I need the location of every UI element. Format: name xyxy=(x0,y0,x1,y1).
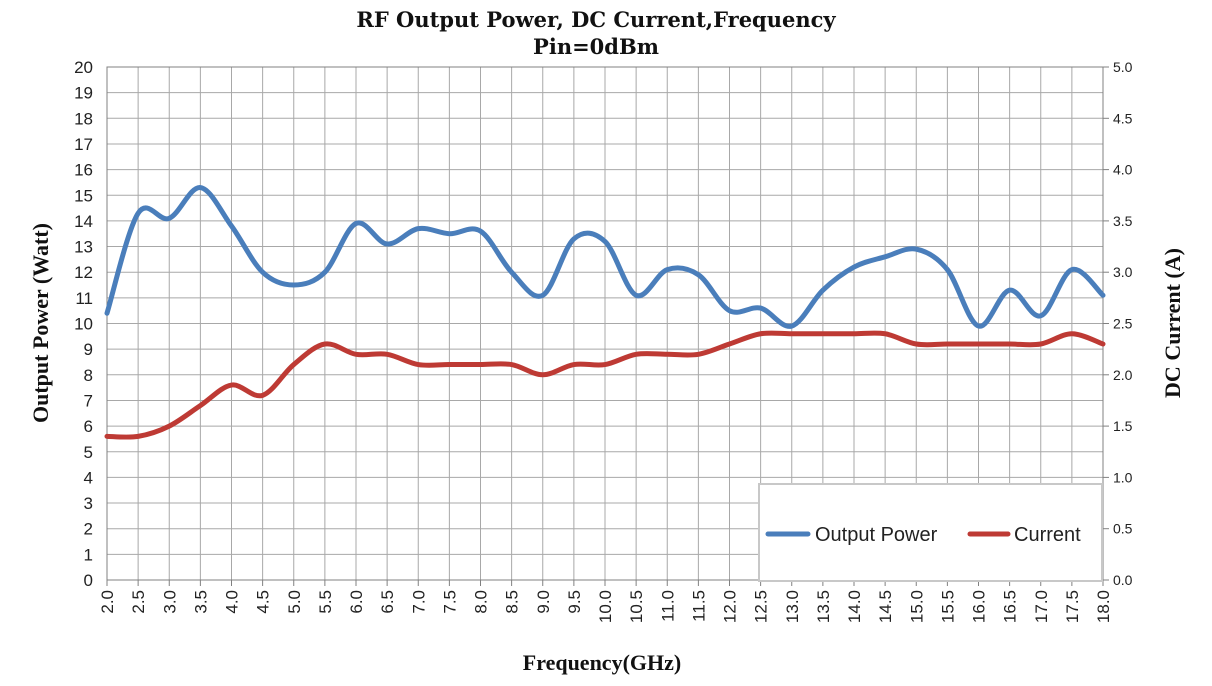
y-tick-label-4: 4 xyxy=(84,468,93,487)
y-tick-label-16: 16 xyxy=(74,161,93,180)
x-tick-label-23: 13.5 xyxy=(814,590,833,623)
x-tick-label-20: 12.0 xyxy=(721,590,740,623)
y2-tick-label-8: 4.0 xyxy=(1113,162,1133,178)
x-tick-label-4: 4.0 xyxy=(223,590,242,614)
y2-tick-label-1: 0.5 xyxy=(1113,521,1133,537)
y2-tick-label-0: 0.0 xyxy=(1113,572,1133,588)
legend-label-current: Current xyxy=(1014,524,1081,546)
y-tick-label-9: 9 xyxy=(84,340,93,359)
x-tick-label-29: 16.5 xyxy=(1001,590,1020,623)
y-axis-right-ticks: 0.0 0.5 1.0 1.5 2.0 2.5 3.0 3.5 4.0 4.5 5.0 xyxy=(1103,59,1133,588)
x-tick-label-3: 3.5 xyxy=(191,590,210,614)
x-tick-label-26: 15.0 xyxy=(907,590,926,623)
y-axis-right-title: DC Current (A) xyxy=(1160,248,1185,398)
x-tick-label-24: 14.0 xyxy=(845,590,864,623)
y-tick-label-18: 18 xyxy=(74,109,93,128)
y-tick-label-1: 1 xyxy=(84,545,93,564)
y2-tick-label-4: 2.0 xyxy=(1113,367,1133,383)
y-tick-label-0: 0 xyxy=(84,571,93,590)
x-axis-ticks: 2.0 2.5 3.0 3.5 4.0 4.5 5.0 5.5 6.0 6.5 7.0 7.5 8.0 8… xyxy=(98,580,1113,623)
x-tick-label-0: 2.0 xyxy=(98,590,117,614)
x-tick-label-5: 4.5 xyxy=(254,590,273,614)
x-tick-label-27: 15.5 xyxy=(938,590,957,623)
legend: Output Power Current xyxy=(758,483,1103,582)
x-tick-label-7: 5.5 xyxy=(316,590,335,614)
x-tick-label-25: 14.5 xyxy=(876,590,895,623)
series-line-current xyxy=(104,330,1106,440)
x-tick-label-6: 5.0 xyxy=(285,590,304,614)
chart-title: RF Output Power, DC Current,Frequency xyxy=(356,7,836,32)
y2-tick-label-9: 4.5 xyxy=(1113,110,1133,126)
y-tick-label-7: 7 xyxy=(84,391,93,410)
x-axis-title: Frequency(GHz) xyxy=(523,650,681,675)
x-tick-label-21: 12.5 xyxy=(752,590,771,623)
x-tick-label-22: 13.0 xyxy=(783,590,802,623)
legend-label-output-power: Output Power xyxy=(815,524,938,546)
y-tick-label-20: 20 xyxy=(74,58,93,77)
x-tick-label-30: 17.0 xyxy=(1032,590,1051,623)
x-tick-label-10: 7.0 xyxy=(409,590,428,614)
y-tick-label-8: 8 xyxy=(84,366,93,385)
x-tick-label-12: 8.0 xyxy=(472,590,491,614)
x-tick-label-32: 18.0 xyxy=(1094,590,1113,623)
x-tick-label-15: 9.5 xyxy=(565,590,584,614)
series-lines xyxy=(104,185,1106,440)
y-tick-label-17: 17 xyxy=(74,135,93,154)
y-tick-label-2: 2 xyxy=(84,520,93,539)
legend-box xyxy=(758,483,1103,582)
y2-tick-label-10: 5.0 xyxy=(1113,59,1133,75)
x-tick-label-11: 7.5 xyxy=(440,590,459,614)
y-tick-label-19: 19 xyxy=(74,84,93,103)
y-tick-label-6: 6 xyxy=(84,417,93,436)
chart-subtitle: Pin=0dBm xyxy=(533,34,659,59)
x-tick-label-13: 8.5 xyxy=(503,590,522,614)
x-tick-label-19: 11.5 xyxy=(689,590,708,622)
x-tick-label-31: 17.5 xyxy=(1063,590,1082,623)
grid xyxy=(106,66,1104,581)
y-tick-label-11: 11 xyxy=(75,289,93,308)
y-tick-label-13: 13 xyxy=(74,238,93,257)
y2-tick-label-2: 1.0 xyxy=(1113,469,1133,485)
x-tick-label-28: 16.0 xyxy=(970,590,989,623)
y-tick-label-3: 3 xyxy=(84,494,93,513)
y-axis-left-title: Output Power (Watt) xyxy=(28,223,53,423)
x-tick-label-1: 2.5 xyxy=(129,590,148,614)
y-tick-label-15: 15 xyxy=(74,186,93,205)
y2-tick-label-7: 3.5 xyxy=(1113,213,1133,229)
x-tick-label-14: 9.0 xyxy=(534,590,553,614)
y2-tick-label-6: 3.0 xyxy=(1113,264,1133,280)
x-tick-label-17: 10.5 xyxy=(627,590,646,623)
y-tick-label-5: 5 xyxy=(84,443,93,462)
series-line-output-power xyxy=(104,185,1106,329)
x-tick-label-2: 3.0 xyxy=(160,590,179,614)
y-tick-label-10: 10 xyxy=(74,315,93,334)
x-tick-label-18: 11.0 xyxy=(658,590,677,622)
y2-tick-label-5: 2.5 xyxy=(1113,316,1133,332)
y-tick-label-12: 12 xyxy=(74,263,93,282)
x-tick-label-16: 10.0 xyxy=(596,590,615,623)
x-tick-label-8: 6.0 xyxy=(347,590,366,614)
x-tick-label-9: 6.5 xyxy=(378,590,397,614)
y2-tick-label-3: 1.5 xyxy=(1113,418,1133,434)
y-tick-label-14: 14 xyxy=(74,212,93,231)
